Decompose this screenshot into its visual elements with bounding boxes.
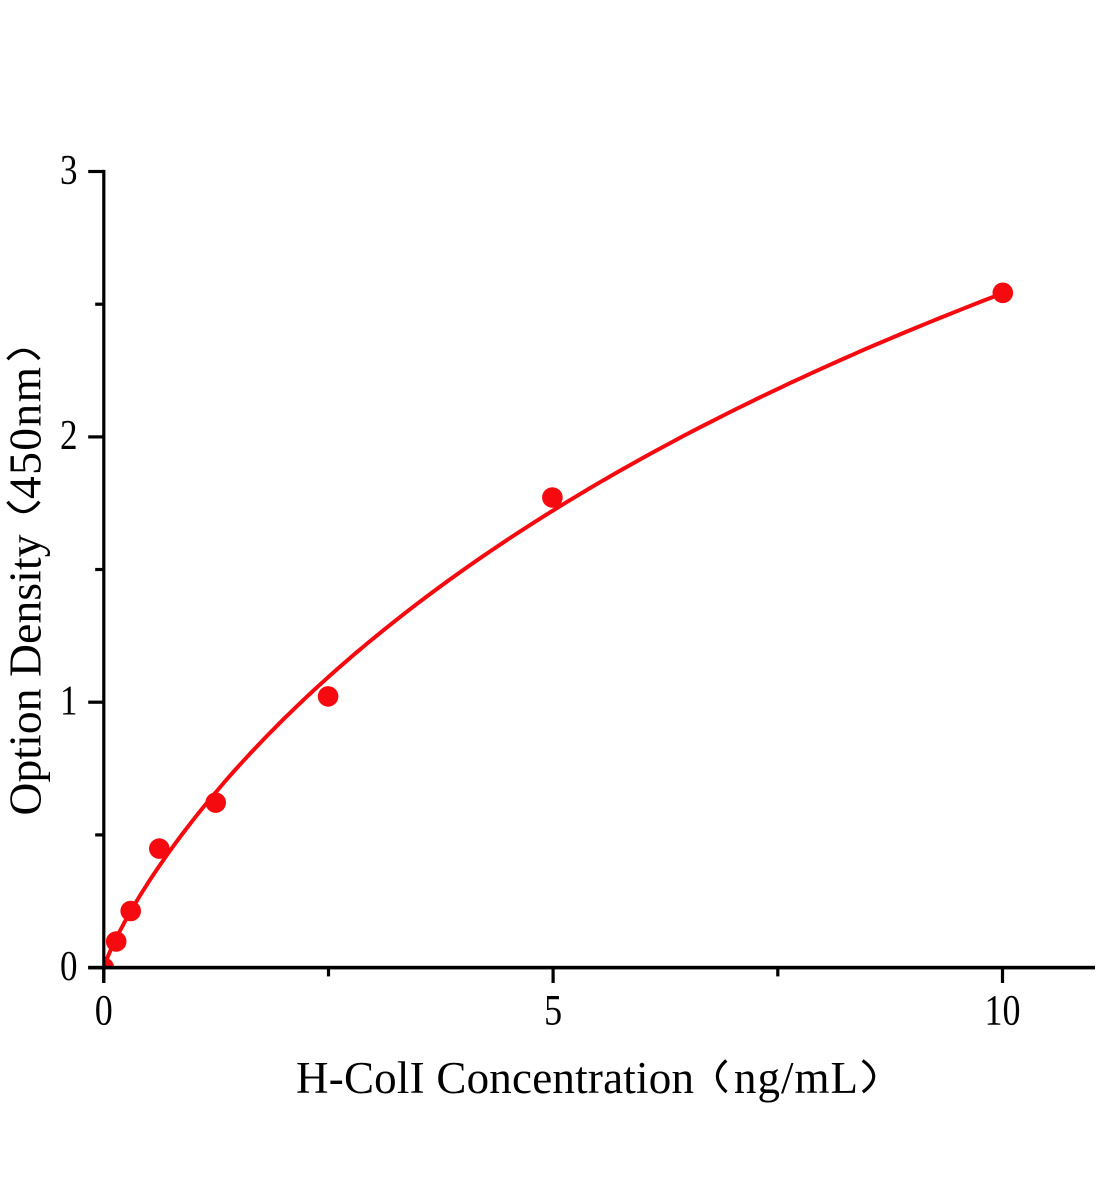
svg-text:3: 3 xyxy=(60,148,78,194)
svg-text:Option Density: Option Density xyxy=(0,534,51,815)
svg-text:H-ColI Concentration: H-ColI Concentration xyxy=(296,1053,694,1103)
svg-text:5: 5 xyxy=(544,988,562,1035)
svg-text:10: 10 xyxy=(985,988,1021,1035)
svg-text:2: 2 xyxy=(60,413,78,459)
svg-text:0: 0 xyxy=(60,944,78,990)
svg-text:ng/mL: ng/mL xyxy=(734,1053,858,1103)
svg-text:0: 0 xyxy=(95,988,113,1035)
svg-text:450nm: 450nm xyxy=(0,367,51,499)
svg-text:1: 1 xyxy=(60,679,78,725)
